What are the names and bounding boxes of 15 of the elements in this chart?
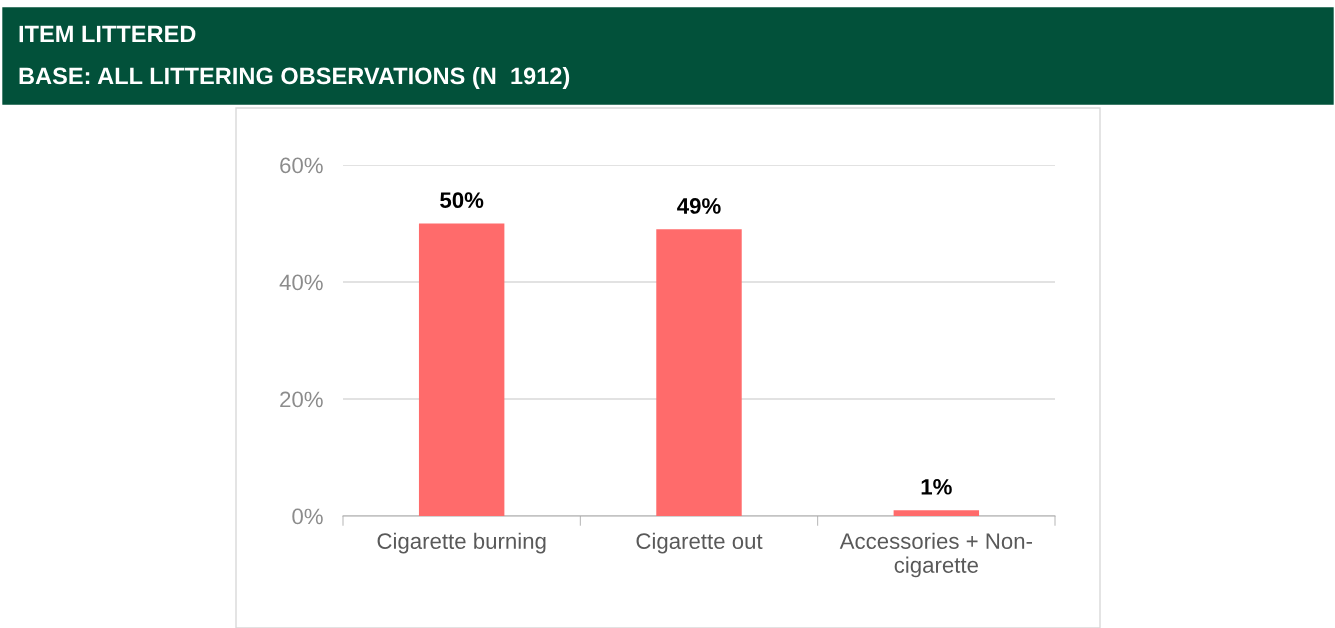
bar xyxy=(656,229,742,516)
y-tick-label: 0% xyxy=(292,508,323,525)
x-tick-label: Cigarette out xyxy=(636,532,763,554)
y-tick-label: 20% xyxy=(280,391,323,408)
data-label: 1% xyxy=(921,478,952,495)
y-tick-label: 60% xyxy=(280,157,323,174)
bar xyxy=(418,223,505,516)
bar xyxy=(893,510,980,516)
chart-subtitle: BASE: ALL LITTERING OBSERVATIONS (N 1912) xyxy=(19,67,570,89)
x-tick-label: Cigarette burning xyxy=(377,532,546,554)
data-label: 50% xyxy=(440,192,484,208)
x-tick-label: Accessories + Non-cigarette xyxy=(839,532,1032,578)
text: ITEM LITTERED xyxy=(19,25,196,43)
y-tick-label: 40% xyxy=(279,274,323,291)
data-label: 49% xyxy=(677,198,721,214)
